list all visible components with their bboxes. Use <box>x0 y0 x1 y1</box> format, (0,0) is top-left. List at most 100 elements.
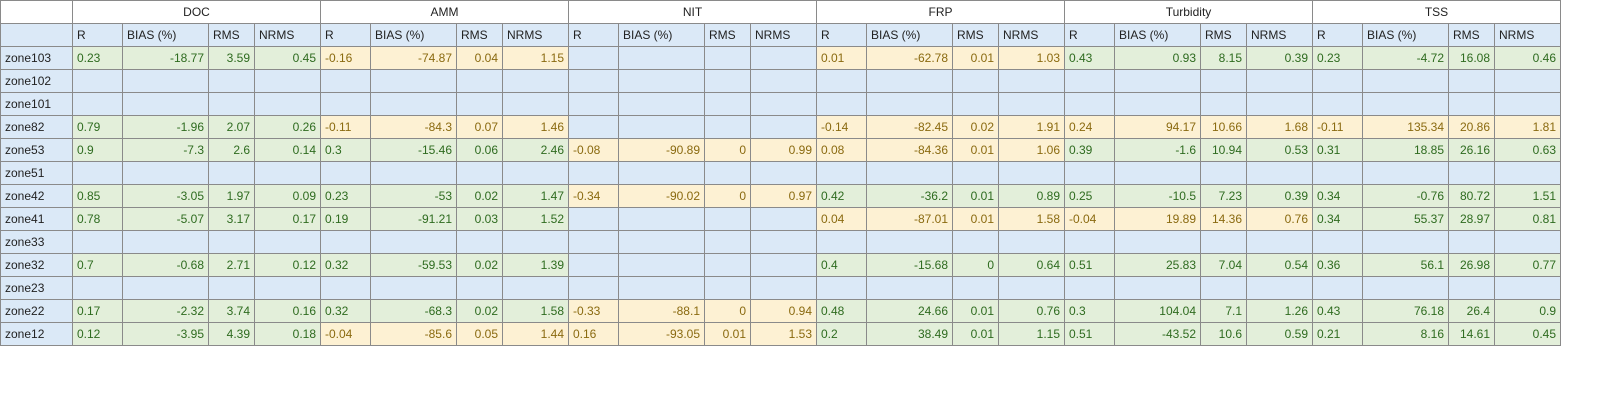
table-cell: -82.45 <box>866 115 953 139</box>
table-cell: 0.9 <box>72 138 123 162</box>
table-cell: -5.07 <box>122 207 209 231</box>
table-cell: 0.17 <box>254 207 321 231</box>
table-cell <box>1200 69 1247 93</box>
table-row: zone23 <box>0 276 1561 300</box>
table-cell <box>1494 92 1561 116</box>
table-cell <box>1494 276 1561 300</box>
table-cell <box>1246 92 1313 116</box>
table-cell <box>704 115 751 139</box>
table-cell <box>1362 230 1449 254</box>
table-cell <box>704 69 751 93</box>
table-cell <box>618 46 705 70</box>
table-cell: 0.94 <box>750 299 817 323</box>
zone-label: zone51 <box>0 161 73 185</box>
table-cell: 18.85 <box>1362 138 1449 162</box>
column-header: RMS <box>1448 23 1495 47</box>
table-cell: 10.94 <box>1200 138 1247 162</box>
table-cell <box>750 253 817 277</box>
table-cell <box>1494 161 1561 185</box>
table-cell <box>816 92 867 116</box>
table-cell: 0.04 <box>456 46 503 70</box>
table-cell: -68.3 <box>370 299 457 323</box>
table-cell <box>1246 276 1313 300</box>
table-cell <box>208 230 255 254</box>
table-cell: -0.11 <box>320 115 371 139</box>
table-cell: -0.33 <box>568 299 619 323</box>
table-cell: 0.18 <box>254 322 321 346</box>
table-cell <box>456 92 503 116</box>
column-header: R <box>1312 23 1363 47</box>
column-header: NRMS <box>1494 23 1561 47</box>
table-cell <box>1064 69 1115 93</box>
table-cell: -0.04 <box>320 322 371 346</box>
table-cell: 26.16 <box>1448 138 1495 162</box>
table-cell: 1.15 <box>998 322 1065 346</box>
table-cell <box>750 207 817 231</box>
table-cell <box>1200 276 1247 300</box>
table-cell: 8.16 <box>1362 322 1449 346</box>
table-cell: 0.99 <box>750 138 817 162</box>
table-cell: -0.04 <box>1064 207 1115 231</box>
table-cell: 3.74 <box>208 299 255 323</box>
table-cell <box>1246 69 1313 93</box>
table-cell <box>568 276 619 300</box>
table-cell: 0.51 <box>1064 322 1115 346</box>
zone-label: zone82 <box>0 115 73 139</box>
table-cell: 0.4 <box>816 253 867 277</box>
table-cell: -7.3 <box>122 138 209 162</box>
table-cell <box>750 46 817 70</box>
zone-label: zone101 <box>0 92 73 116</box>
table-cell: 38.49 <box>866 322 953 346</box>
table-cell: 1.44 <box>502 322 569 346</box>
column-header: R <box>568 23 619 47</box>
table-cell: 0.76 <box>998 299 1065 323</box>
table-cell: 0.48 <box>816 299 867 323</box>
table-cell <box>1064 92 1115 116</box>
table-cell <box>122 161 209 185</box>
table-cell: 0.51 <box>1064 253 1115 277</box>
table-cell: 1.52 <box>502 207 569 231</box>
table-cell: 0.01 <box>704 322 751 346</box>
table-cell <box>952 69 999 93</box>
column-header: BIAS (%) <box>370 23 457 47</box>
table-cell <box>122 230 209 254</box>
table-cell <box>72 69 123 93</box>
table-cell <box>502 69 569 93</box>
table-cell: 0.24 <box>1064 115 1115 139</box>
table-cell: 0 <box>704 184 751 208</box>
corner-cell <box>0 0 73 24</box>
table-cell: -0.34 <box>568 184 619 208</box>
table-cell: 2.71 <box>208 253 255 277</box>
table-cell <box>208 69 255 93</box>
table-cell: 1.68 <box>1246 115 1313 139</box>
table-cell: 0.02 <box>456 299 503 323</box>
column-header: BIAS (%) <box>1362 23 1449 47</box>
table-cell: 1.46 <box>502 115 569 139</box>
table-cell <box>254 92 321 116</box>
table-cell <box>618 253 705 277</box>
table-cell: 1.47 <box>502 184 569 208</box>
table-row: zone42 0.85 -3.05 1.97 0.09 0.23 -53 0.02 1.47 -0… <box>0 184 1561 208</box>
table-cell: 14.61 <box>1448 322 1495 346</box>
table-cell: 0.64 <box>998 253 1065 277</box>
table-cell: 1.15 <box>502 46 569 70</box>
table-cell <box>1448 230 1495 254</box>
table-cell: 0.59 <box>1246 322 1313 346</box>
table-cell <box>998 92 1065 116</box>
table-cell: -0.08 <box>568 138 619 162</box>
table-cell: 0.02 <box>456 253 503 277</box>
table-row: zone103 0.23 -18.77 3.59 0.45 -0.16 -74.87 0.04… <box>0 46 1561 70</box>
zone-label: zone42 <box>0 184 73 208</box>
zone-label: zone33 <box>0 230 73 254</box>
column-header: BIAS (%) <box>1114 23 1201 47</box>
table-cell: 0.04 <box>816 207 867 231</box>
table-cell: 19.89 <box>1114 207 1201 231</box>
table-cell: 7.04 <box>1200 253 1247 277</box>
table-cell: 0.01 <box>952 322 999 346</box>
table-cell: 0.26 <box>254 115 321 139</box>
table-cell <box>208 92 255 116</box>
table-cell <box>1114 161 1201 185</box>
table-cell: 0.79 <box>72 115 123 139</box>
table-cell: -3.95 <box>122 322 209 346</box>
table-cell: 0.63 <box>1494 138 1561 162</box>
